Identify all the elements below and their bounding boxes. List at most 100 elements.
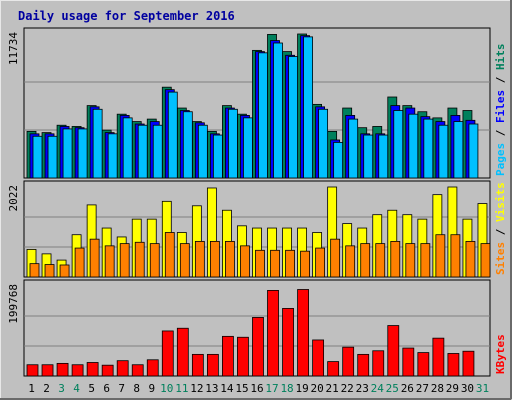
bar-hits-pages-day-27 (423, 118, 434, 179)
legend-separator: / (494, 222, 507, 242)
bar-visits-sites-day-26 (405, 243, 416, 278)
bar-visits-sites-day-6 (104, 245, 115, 278)
panel-max-label: 11734 (7, 32, 20, 65)
bar-visits-sites-day-23 (360, 243, 371, 278)
bar-hits-pages-day-28 (438, 124, 449, 179)
bar-kbytes-kbytes-day-5 (86, 362, 99, 377)
bar-visits-sites-day-13 (209, 240, 220, 278)
day-label-17: 17 (265, 382, 278, 395)
day-label-20: 20 (311, 382, 324, 395)
bar-visits-sites-day-27 (420, 243, 431, 278)
day-label-6: 6 (103, 382, 110, 395)
legend-item-visits: Visits (494, 182, 507, 222)
day-label-27: 27 (416, 382, 429, 395)
bar-kbytes-kbytes-day-2 (41, 364, 54, 377)
panel-kbytes: 199768 KBytes (7, 279, 507, 377)
legend-hits: Pages / Files / Hits (494, 44, 507, 177)
bar-kbytes-kbytes-day-7 (116, 360, 129, 377)
bar-kbytes-kbytes-day-1 (26, 364, 39, 377)
bar-kbytes-kbytes-day-24 (372, 350, 385, 377)
legend-item-pages: Pages (494, 143, 507, 176)
bar-hits-pages-day-16 (258, 52, 268, 179)
legend-visits: Sites / Visits (494, 182, 507, 275)
panel-visits: 2022 Sites / Visits (7, 180, 507, 278)
legend-item-files: Files (494, 90, 507, 123)
bar-kbytes-kbytes-day-29 (447, 353, 460, 377)
bar-hits-pages-day-11 (182, 111, 193, 179)
bar-hits-pages-day-5 (92, 108, 103, 179)
bar-visits-sites-day-19 (300, 250, 310, 278)
bar-kbytes-kbytes-day-9 (146, 359, 159, 377)
bar-hits-pages-day-30 (468, 123, 479, 179)
bar-hits-pages-day-18 (288, 56, 298, 179)
bar-visits-sites-day-18 (285, 249, 295, 278)
bar-hits-pages-day-15 (243, 117, 253, 179)
day-label-28: 28 (431, 382, 444, 395)
bar-kbytes-kbytes-day-4 (71, 364, 84, 377)
day-label-24: 24 (371, 382, 385, 395)
day-label-4: 4 (73, 382, 80, 395)
panel-max-label: 199768 (7, 284, 20, 324)
bar-visits-sites-day-29 (450, 234, 461, 278)
bar-kbytes-kbytes-day-20 (312, 339, 325, 377)
bar-visits-sites-day-25 (390, 240, 401, 278)
day-label-16: 16 (250, 382, 263, 395)
bar-kbytes-kbytes-day-13 (206, 353, 219, 377)
day-label-5: 5 (88, 382, 95, 395)
bar-kbytes-kbytes-day-14 (222, 335, 234, 377)
bar-hits-pages-day-24 (378, 134, 389, 179)
bar-hits-pages-day-12 (197, 124, 208, 179)
bar-visits-sites-day-17 (270, 249, 280, 278)
bar-hits-pages-day-8 (137, 124, 148, 179)
day-label-22: 22 (341, 382, 354, 395)
bar-visits-sites-day-28 (435, 234, 446, 278)
day-label-10: 10 (160, 382, 173, 395)
bar-hits-pages-day-21 (333, 142, 344, 179)
legend-kbytes: KBytes (494, 334, 507, 374)
bar-hits-pages-day-4 (77, 128, 88, 179)
day-label-13: 13 (205, 382, 218, 395)
bar-visits-sites-day-1 (29, 263, 40, 278)
bar-hits-pages-day-7 (122, 117, 133, 179)
bar-visits-sites-day-9 (149, 243, 160, 278)
bar-visits-sites-day-30 (465, 240, 476, 278)
bar-visits-sites-day-11 (179, 243, 190, 278)
bar-visits-sites-day-20 (315, 247, 326, 278)
day-label-19: 19 (295, 382, 308, 395)
bar-kbytes-kbytes-day-16 (252, 317, 264, 377)
day-label-21: 21 (326, 382, 339, 395)
bar-hits-pages-day-9 (152, 124, 163, 179)
bar-hits-pages-day-26 (408, 113, 419, 179)
panels-group: 11734 Pages / Files / Hits 2022 Sites / Vis… (7, 27, 507, 377)
bar-kbytes-kbytes-day-21 (327, 361, 340, 377)
bar-hits-pages-day-20 (318, 108, 329, 179)
bar-kbytes-kbytes-day-11 (176, 327, 189, 377)
bar-kbytes-kbytes-day-28 (432, 337, 445, 377)
day-label-1: 1 (28, 382, 35, 395)
day-label-3: 3 (58, 382, 65, 395)
day-label-26: 26 (401, 382, 414, 395)
day-label-18: 18 (280, 382, 293, 395)
day-label-14: 14 (220, 382, 234, 395)
bar-hits-pages-day-13 (212, 134, 223, 179)
bar-kbytes-kbytes-day-3 (56, 362, 69, 377)
legend-item-sites: Sites (494, 242, 507, 275)
day-label-9: 9 (148, 382, 155, 395)
legend-item-kbytes: KBytes (494, 334, 507, 374)
panel-max-label: 2022 (7, 185, 20, 212)
bar-visits-sites-day-15 (240, 245, 250, 278)
bar-visits-sites-day-12 (194, 240, 205, 278)
bar-visits-sites-day-3 (59, 264, 70, 278)
bar-kbytes-kbytes-day-10 (161, 330, 174, 377)
day-label-11: 11 (175, 382, 188, 395)
bar-hits-pages-day-3 (62, 128, 73, 179)
day-labels-group: 1 2 3 4 5 6 7 8 9 10 11 12 13 14 15 16 17 18 19 20 21 22 23 24 2… (28, 382, 489, 395)
bar-kbytes-kbytes-day-26 (402, 347, 415, 377)
bar-visits-sites-day-7 (119, 243, 130, 278)
legend-separator: / (494, 123, 507, 143)
bar-kbytes-kbytes-day-22 (342, 346, 355, 377)
day-label-2: 2 (43, 382, 50, 395)
bar-hits-pages-day-17 (273, 42, 283, 179)
bar-visits-sites-day-24 (375, 243, 386, 278)
legend-item-hits: Hits (494, 44, 507, 71)
